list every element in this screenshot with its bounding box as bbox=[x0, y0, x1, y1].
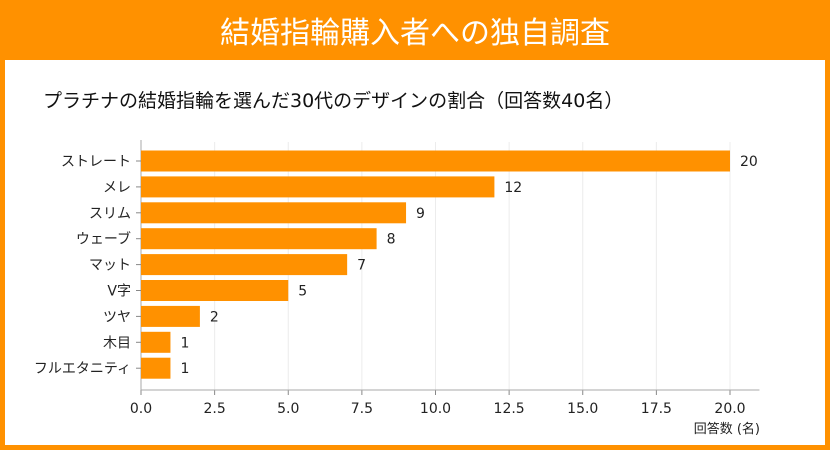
y-tick-label: ウェーブ bbox=[76, 231, 131, 248]
y-tick-label: ストレート bbox=[61, 154, 131, 170]
data-label: 1 bbox=[180, 335, 189, 351]
x-tick-label: 10.0 bbox=[420, 401, 451, 417]
bar bbox=[141, 331, 171, 353]
x-tick-label: 0.0 bbox=[130, 401, 152, 417]
bar bbox=[141, 228, 377, 250]
chart-panel bbox=[5, 60, 825, 445]
data-label: 5 bbox=[298, 284, 307, 300]
x-tick-label: 5.0 bbox=[277, 401, 299, 417]
data-label: 7 bbox=[357, 258, 366, 274]
bar bbox=[141, 357, 171, 379]
chart-title: プラチナの結婚指輪を選んだ30代のデザインの割合（回答数40名） bbox=[43, 90, 624, 112]
x-tick-label: 20.0 bbox=[714, 401, 745, 417]
header-title: 結婚指輪購入者への独自調査 bbox=[220, 16, 610, 51]
y-tick-label: メレ bbox=[103, 180, 131, 196]
bar bbox=[141, 176, 495, 198]
bar bbox=[141, 150, 730, 172]
bar bbox=[141, 305, 200, 327]
x-axis-label: 回答数 (名) bbox=[694, 421, 760, 437]
x-tick-label: 12.5 bbox=[494, 401, 525, 417]
bar bbox=[141, 280, 289, 301]
data-label: 9 bbox=[416, 206, 425, 222]
data-label: 8 bbox=[387, 232, 396, 248]
data-label: 1 bbox=[180, 361, 189, 377]
data-label: 2 bbox=[210, 309, 219, 325]
data-label: 12 bbox=[504, 180, 522, 196]
y-tick-label: スリム bbox=[89, 206, 131, 222]
data-label: 20 bbox=[740, 154, 758, 170]
y-tick-label: マット bbox=[89, 258, 131, 274]
page-header: 結婚指輪購入者への独自調査 bbox=[0, 0, 830, 60]
x-tick-label: 15.0 bbox=[567, 401, 598, 417]
x-tick-label: 7.5 bbox=[351, 401, 373, 417]
x-tick-label: 17.5 bbox=[641, 401, 672, 417]
bar bbox=[141, 254, 348, 276]
y-tick-label: フルエタニティ bbox=[34, 361, 131, 377]
bar bbox=[141, 202, 407, 224]
y-tick-label: 木目 bbox=[103, 335, 131, 351]
y-tick-label: ツヤ bbox=[103, 309, 131, 325]
y-tick-label: V字 bbox=[107, 284, 131, 300]
x-tick-label: 2.5 bbox=[203, 401, 225, 417]
